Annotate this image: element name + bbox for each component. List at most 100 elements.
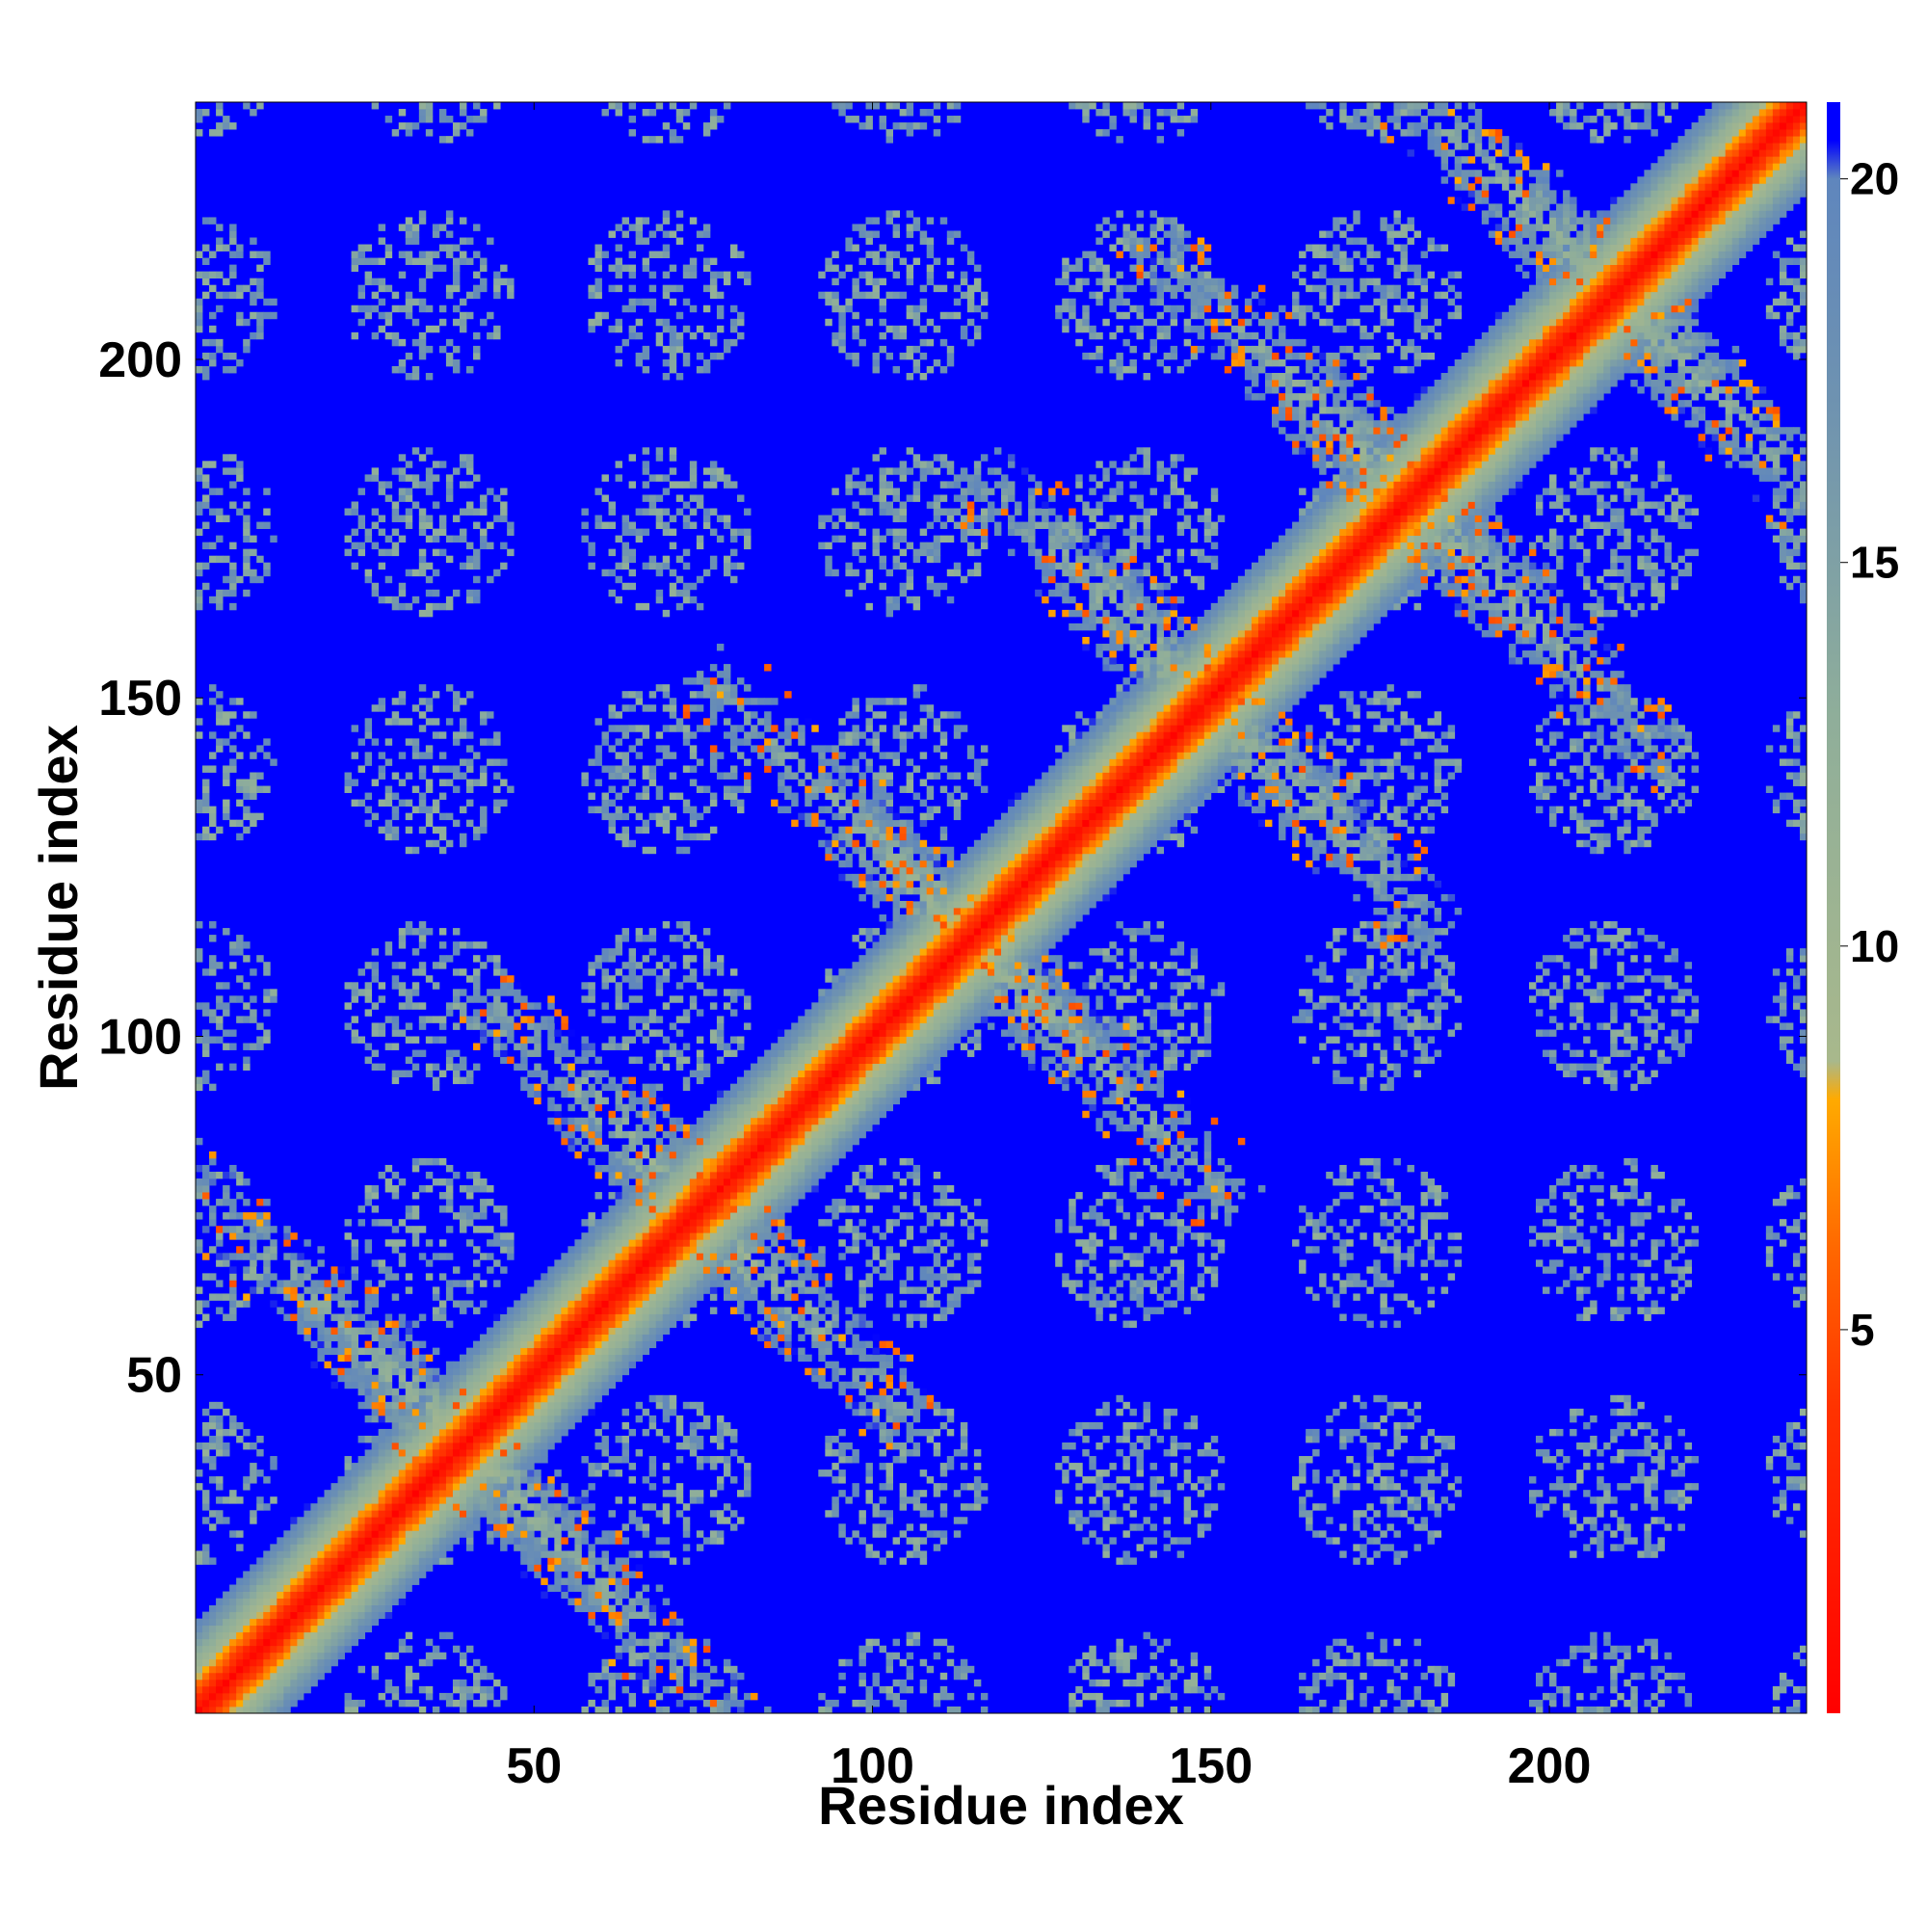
- heatmap-cell: [256, 1699, 264, 1707]
- heatmap-cell: [236, 1530, 244, 1538]
- heatmap-cell: [364, 1544, 373, 1551]
- heatmap-cell: [500, 1205, 508, 1213]
- heatmap-cell: [391, 1394, 400, 1403]
- heatmap-cell: [337, 1537, 345, 1545]
- heatmap-cell: [425, 325, 434, 333]
- heatmap-cell: [514, 1388, 521, 1396]
- heatmap-cell: [608, 1591, 616, 1599]
- heatmap-cell: [270, 1463, 277, 1470]
- heatmap-cell: [196, 1706, 203, 1714]
- heatmap-cell: [357, 1476, 366, 1484]
- heatmap-cell: [405, 921, 413, 929]
- heatmap-cell: [500, 1408, 508, 1416]
- heatmap-cell: [473, 1212, 481, 1220]
- heatmap-cell: [588, 1679, 595, 1687]
- heatmap-cell: [277, 1537, 284, 1545]
- heatmap-cell: [473, 1381, 481, 1389]
- heatmap-cell: [459, 1449, 467, 1457]
- heatmap-cell: [1637, 1469, 1645, 1477]
- heatmap-cell: [209, 1157, 217, 1166]
- heatmap-cell: [317, 1286, 325, 1294]
- heatmap-cell: [1779, 1496, 1787, 1504]
- heatmap-cell: [344, 1625, 352, 1633]
- heatmap-cell: [324, 1557, 331, 1565]
- heatmap-cell: [270, 1618, 277, 1627]
- heatmap-cell: [1570, 1415, 1577, 1423]
- heatmap-cell: [682, 1544, 691, 1551]
- heatmap-cell: [418, 1185, 427, 1193]
- heatmap-cell: [263, 562, 271, 570]
- heatmap-cell: [946, 1706, 955, 1714]
- heatmap-cell: [1136, 1672, 1144, 1681]
- heatmap-cell: [223, 467, 230, 475]
- heatmap-cell: [418, 217, 427, 225]
- heatmap-cell: [554, 1293, 562, 1301]
- heatmap-cell: [1069, 1428, 1076, 1437]
- heatmap-cell: [256, 1226, 264, 1233]
- heatmap-cell: [561, 1428, 568, 1437]
- heatmap-cell: [391, 501, 400, 509]
- heatmap-cell: [250, 278, 257, 286]
- heatmap-cell: [487, 1367, 494, 1376]
- heatmap-cell: [1427, 1456, 1436, 1464]
- heatmap-cell: [784, 1354, 792, 1363]
- heatmap-cell: [202, 271, 210, 279]
- heatmap-cell: [1366, 1442, 1374, 1450]
- heatmap-cell: [554, 1510, 562, 1518]
- heatmap-cell: [865, 1550, 873, 1558]
- heatmap-cell: [378, 325, 386, 333]
- heatmap-cell: [317, 1354, 325, 1363]
- heatmap-cell: [357, 1591, 366, 1599]
- heatmap-cell: [953, 1665, 962, 1674]
- heatmap-cell: [561, 1483, 568, 1491]
- heatmap-cell: [1617, 1456, 1624, 1464]
- heatmap-cell: [256, 1604, 264, 1613]
- heatmap-cell: [297, 1577, 304, 1585]
- heatmap-cell: [1366, 1421, 1374, 1430]
- heatmap-cell: [1149, 1503, 1157, 1511]
- heatmap-cell: [378, 1584, 386, 1592]
- heatmap-cell: [939, 1421, 948, 1430]
- heatmap-cell: [500, 1421, 508, 1430]
- heatmap-cell: [1597, 1476, 1604, 1484]
- heatmap-cell: [418, 962, 427, 969]
- heatmap-cell: [351, 264, 359, 273]
- heatmap-cell: [642, 1530, 650, 1538]
- heatmap-cell: [514, 1361, 521, 1369]
- heatmap-cell: [371, 1618, 380, 1627]
- heatmap-cell: [1563, 1503, 1571, 1511]
- heatmap-cell: [196, 1076, 203, 1085]
- heatmap-cell: [364, 1361, 373, 1369]
- heatmap-cell: [418, 1415, 427, 1423]
- heatmap-cell: [1075, 1463, 1083, 1470]
- heatmap-cell: [507, 1537, 515, 1545]
- heatmap-cell: [283, 1645, 291, 1654]
- heatmap-cell: [737, 1672, 745, 1681]
- heatmap-cell: [418, 251, 427, 258]
- heatmap-cell: [202, 1428, 210, 1437]
- heatmap-cell: [250, 1584, 257, 1592]
- heatmap-cell: [723, 1456, 731, 1464]
- heatmap-cell: [411, 1463, 420, 1470]
- heatmap-cell: [716, 1476, 725, 1484]
- heatmap-cell: [418, 1564, 427, 1572]
- heatmap-cell: [493, 1530, 501, 1538]
- heatmap-cell: [1183, 1517, 1192, 1524]
- heatmap-cell: [283, 1679, 291, 1687]
- heatmap-cell: [493, 291, 501, 300]
- heatmap-cell: [310, 1679, 318, 1687]
- heatmap-cell: [371, 1483, 380, 1491]
- heatmap-cell: [384, 1652, 393, 1660]
- heatmap-cell: [1630, 1428, 1638, 1437]
- heatmap-cell: [1373, 1421, 1381, 1430]
- heatmap-cell: [1677, 1463, 1685, 1470]
- heatmap-cell: [357, 1611, 366, 1620]
- heatmap-cell: [1055, 1463, 1063, 1470]
- heatmap-cell: [445, 718, 454, 726]
- heatmap-cell: [1197, 1530, 1205, 1538]
- heatmap-cell: [209, 1692, 217, 1701]
- heatmap-cell: [892, 1388, 901, 1396]
- heatmap-cell: [202, 1070, 210, 1078]
- heatmap-cell: [351, 1517, 359, 1524]
